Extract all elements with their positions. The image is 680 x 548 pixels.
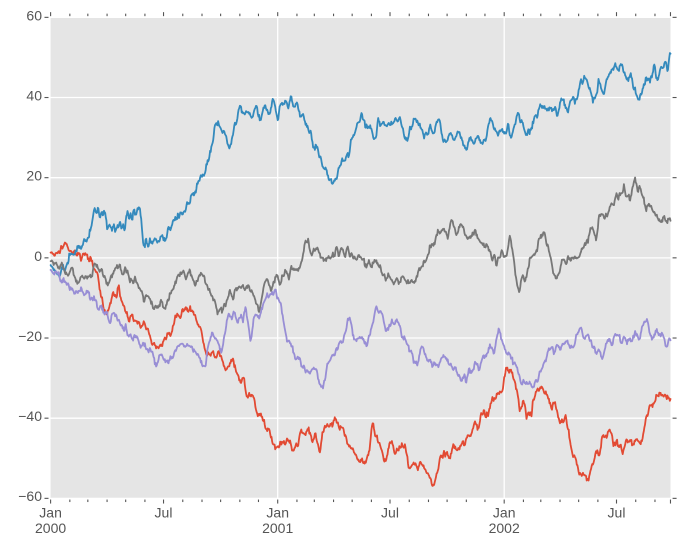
- svg-text:2000: 2000: [35, 520, 66, 536]
- svg-text:−40: −40: [18, 408, 42, 424]
- svg-text:Jul: Jul: [608, 505, 626, 521]
- svg-text:2002: 2002: [489, 520, 520, 536]
- svg-text:2001: 2001: [262, 520, 293, 536]
- svg-text:Jan: Jan: [493, 505, 516, 521]
- svg-text:Jan: Jan: [39, 505, 62, 521]
- svg-text:−60: −60: [18, 488, 42, 504]
- svg-text:40: 40: [26, 87, 42, 103]
- svg-text:Jul: Jul: [381, 505, 399, 521]
- svg-text:Jul: Jul: [155, 505, 173, 521]
- svg-text:60: 60: [26, 7, 42, 23]
- svg-text:20: 20: [26, 168, 42, 184]
- svg-text:0: 0: [34, 248, 42, 264]
- svg-text:−20: −20: [18, 328, 42, 344]
- svg-text:Jan: Jan: [266, 505, 289, 521]
